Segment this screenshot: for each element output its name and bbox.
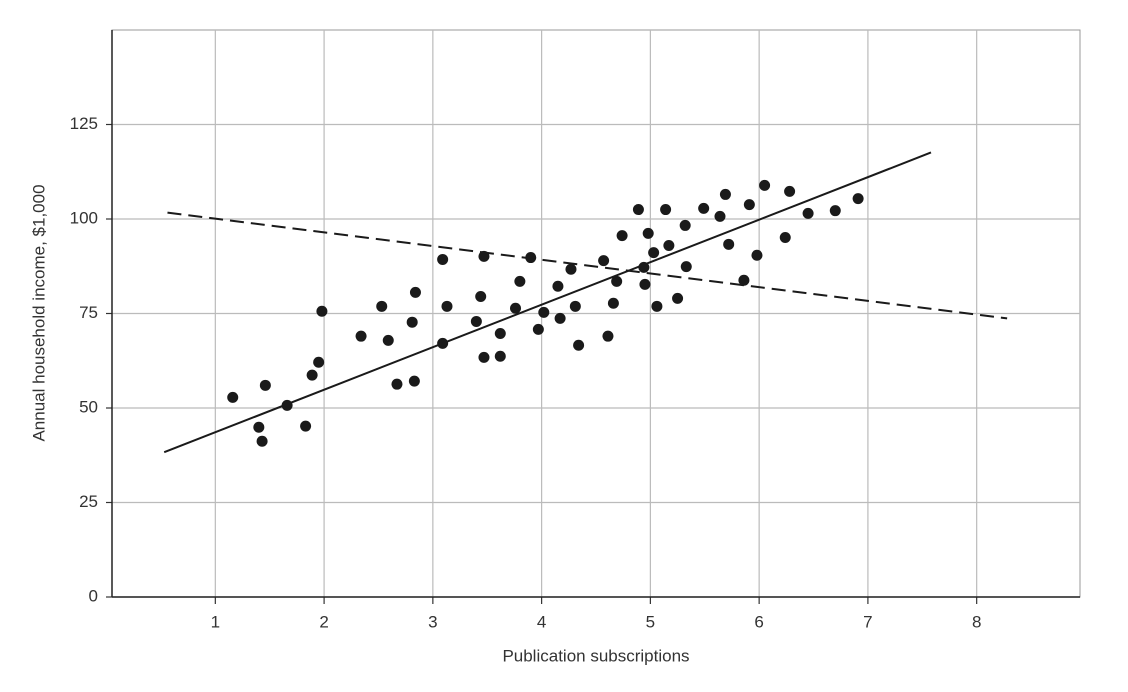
data-point — [569, 300, 581, 312]
data-point — [514, 275, 526, 287]
data-point — [494, 350, 506, 362]
data-point — [759, 179, 771, 191]
y-axis-label: Annual household income, $1,000 — [29, 184, 48, 441]
data-point — [227, 391, 239, 403]
x-tick-label: 7 — [863, 612, 872, 631]
x-tick-label: 4 — [537, 612, 546, 631]
y-tick-label: 50 — [79, 397, 98, 416]
x-tick-label: 2 — [319, 612, 328, 631]
data-point — [532, 323, 544, 335]
data-point — [376, 300, 388, 312]
data-point — [743, 199, 755, 211]
data-point — [409, 286, 421, 298]
data-point — [698, 202, 710, 214]
data-point — [406, 316, 418, 328]
data-point — [852, 193, 864, 205]
data-point — [679, 219, 691, 231]
data-point — [598, 255, 610, 267]
data-point — [660, 204, 672, 216]
y-tick-label: 0 — [89, 586, 98, 605]
data-point — [611, 275, 623, 287]
y-tick-label: 100 — [70, 208, 98, 227]
data-point — [470, 315, 482, 327]
trend-line — [163, 151, 932, 454]
x-tick-label: 3 — [428, 612, 437, 631]
data-point — [391, 378, 403, 390]
data-point — [680, 261, 692, 273]
data-point — [475, 290, 487, 302]
data-point — [408, 375, 420, 387]
data-point — [256, 435, 268, 447]
trend-line — [167, 211, 1008, 320]
data-point — [723, 238, 735, 250]
data-point — [554, 312, 566, 324]
data-point — [829, 205, 841, 217]
y-tick-label: 75 — [79, 303, 98, 322]
data-point — [573, 339, 585, 351]
data-point — [639, 278, 651, 290]
data-point — [779, 232, 791, 244]
data-point — [355, 330, 367, 342]
x-axis-label: Publication subscriptions — [502, 646, 689, 665]
x-tick-label: 1 — [211, 612, 220, 631]
data-point — [663, 239, 675, 251]
data-point — [259, 379, 271, 391]
data-point — [602, 330, 614, 342]
data-point — [672, 292, 684, 304]
data-point — [253, 421, 265, 433]
data-point — [751, 249, 763, 261]
data-point — [300, 420, 312, 432]
data-point — [437, 253, 449, 265]
x-tick-label: 6 — [754, 612, 763, 631]
data-point — [313, 356, 325, 368]
data-point — [552, 280, 564, 292]
data-point — [478, 351, 490, 363]
data-point — [802, 207, 814, 219]
data-point — [642, 227, 654, 239]
data-point — [607, 297, 619, 309]
data-point — [306, 369, 318, 381]
data-point — [719, 188, 731, 200]
data-point — [316, 305, 328, 317]
data-point — [632, 204, 644, 216]
x-tick-label: 5 — [646, 612, 655, 631]
data-point — [714, 210, 726, 222]
data-point — [382, 334, 394, 346]
data-point — [648, 247, 660, 259]
data-point — [784, 185, 796, 197]
x-tick-label: 8 — [972, 612, 981, 631]
y-tick-label: 25 — [79, 492, 98, 511]
data-point — [494, 328, 506, 340]
data-point — [441, 300, 453, 312]
data-point — [538, 306, 550, 318]
data-point — [616, 230, 628, 242]
data-point — [738, 274, 750, 286]
data-point — [651, 300, 663, 312]
data-point — [510, 302, 522, 314]
y-tick-label: 125 — [70, 114, 98, 133]
data-point — [565, 263, 577, 275]
